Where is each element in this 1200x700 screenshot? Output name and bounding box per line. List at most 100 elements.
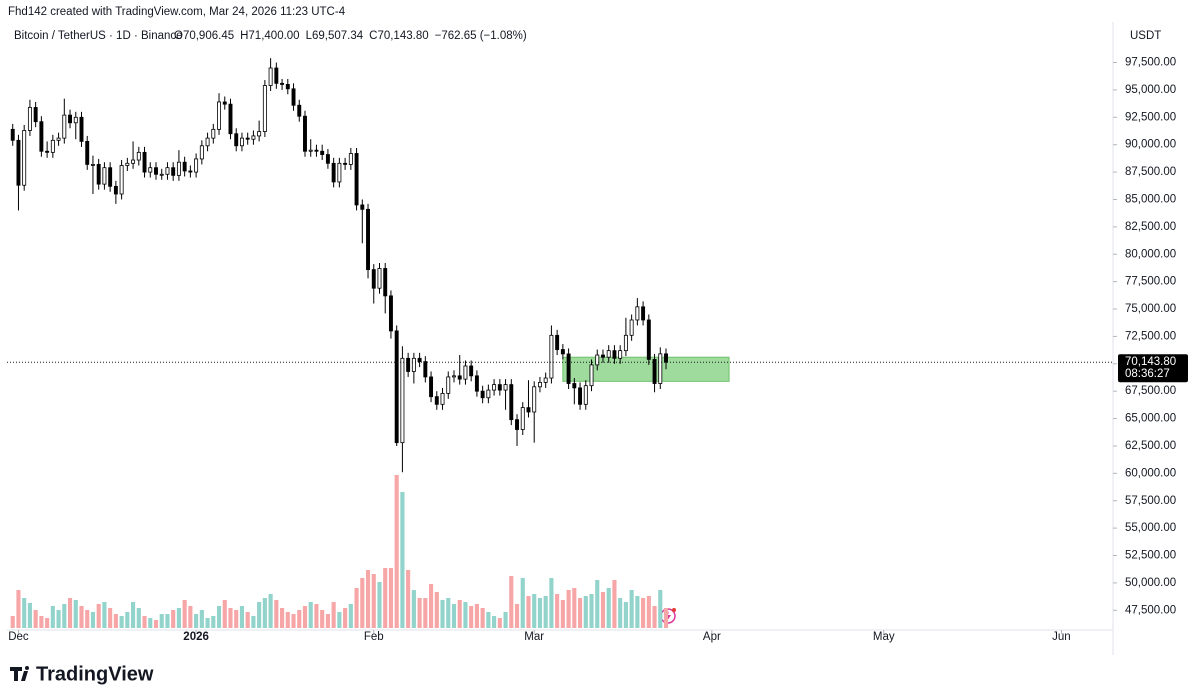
candle-body [629, 319, 634, 336]
logo[interactable]: TradingView [36, 663, 154, 685]
volume-bar [67, 598, 73, 628]
candle-body [560, 349, 565, 355]
candle-body [33, 107, 38, 123]
volume-bar [428, 584, 434, 628]
candle-body [228, 103, 233, 135]
candle-body [85, 141, 90, 165]
volume-bar [257, 602, 262, 628]
volume-bar [125, 612, 130, 628]
volume-bar [406, 570, 411, 628]
y-tick-label: 87,500.00 [1125, 166, 1176, 178]
volume-bar [102, 602, 107, 628]
candle-body [509, 384, 514, 421]
volume-bar [497, 618, 502, 628]
volume-bar [176, 608, 181, 628]
volume-bar [583, 596, 588, 628]
candle-body [400, 357, 405, 444]
candle-body [136, 151, 141, 161]
volume-bar [400, 492, 405, 628]
countdown: 08:36:27 [1125, 368, 1170, 380]
y-tick-label: 82,500.00 [1125, 221, 1176, 233]
candle-body [314, 149, 319, 152]
volume-bar [417, 598, 422, 628]
candle-body [171, 167, 176, 176]
candle-body [572, 383, 577, 389]
candle-body [45, 150, 50, 153]
candle-body [56, 137, 61, 141]
volume-bar [262, 598, 267, 628]
candle-body [16, 139, 21, 186]
y-tick-label: 65,000.00 [1125, 413, 1176, 425]
volume-bar [274, 600, 279, 628]
candle-body [526, 407, 531, 413]
volume-bar [623, 602, 628, 628]
y-tick-label: 85,000.00 [1125, 193, 1176, 205]
candle-body [641, 306, 646, 321]
volume-bar [532, 594, 537, 628]
candle-body [217, 101, 221, 130]
volume-bar [572, 588, 577, 628]
volume-bar [503, 612, 508, 628]
candle-body [646, 319, 651, 360]
candle-body [429, 376, 434, 398]
candle-body [474, 375, 479, 392]
candle-body [469, 365, 474, 377]
candle-body [354, 153, 359, 206]
candle-body [27, 107, 32, 131]
credit: Fhd142 created with TradingView.com, Mar… [8, 6, 346, 18]
candle-body [555, 334, 560, 350]
candle-body [125, 162, 130, 166]
candle-body [595, 354, 600, 366]
candle-body [325, 154, 330, 164]
volume-bar [383, 568, 388, 628]
volume-bar [188, 606, 193, 628]
ohlc-value: −762.65 (−1.08%) [435, 30, 527, 42]
volume-bar [148, 618, 153, 628]
candle-body [515, 419, 519, 430]
volume-bar [663, 608, 669, 628]
candle-body [96, 164, 101, 185]
volume-bar [194, 614, 199, 628]
candle-body [434, 396, 439, 405]
candle-body [176, 161, 181, 176]
volume-bar [469, 606, 474, 628]
candle-body [503, 384, 508, 391]
volume-bar [606, 588, 611, 628]
volume-bar [618, 598, 623, 628]
volume-bar [549, 578, 554, 628]
candle-body [79, 116, 84, 142]
volume-bar [182, 600, 187, 628]
volume-bar [612, 580, 617, 628]
candle-body [39, 121, 44, 152]
volume-bar [595, 580, 600, 628]
volume-bar [73, 600, 78, 628]
zone [562, 356, 730, 382]
volume-bar [33, 610, 38, 628]
candle-body [543, 377, 548, 383]
candle-body [417, 357, 422, 363]
volume-bar [457, 600, 462, 628]
volume-bar [394, 475, 399, 628]
x-tick-label: Mar [524, 631, 544, 643]
volume-bar [291, 614, 296, 628]
candle-body [280, 82, 285, 85]
volume-bar [343, 608, 348, 628]
volume-bar [514, 604, 520, 628]
candle-body [154, 167, 158, 175]
volume-bar [365, 570, 371, 628]
candle-body [188, 170, 193, 173]
candle-body [257, 131, 262, 137]
currency: USDT [1130, 30, 1161, 42]
ohlc-value: O70,906.45 [174, 30, 234, 42]
candle-body [606, 350, 611, 358]
volume-bar [526, 596, 531, 628]
candle-body [211, 128, 216, 139]
volume-bar [577, 598, 583, 628]
candle-body [165, 167, 170, 175]
y-tick-label: 57,500.00 [1125, 495, 1176, 507]
volume-bar [228, 608, 233, 628]
volume-bar [520, 578, 525, 628]
y-tick-label: 75,000.00 [1125, 303, 1176, 315]
